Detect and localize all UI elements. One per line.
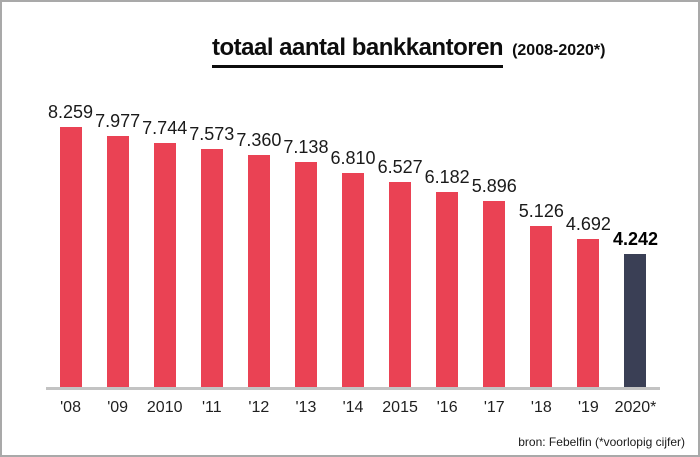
bar-column: 5.126 [518, 127, 565, 387]
bar [342, 172, 364, 387]
bar-column: 8.259 [47, 103, 94, 387]
bar-value-label: 7.360 [236, 130, 282, 151]
x-tick-label: '12 [248, 399, 270, 416]
bar-value-label: 8.259 [48, 102, 94, 122]
source-note: bron: Febelfin (*voorlopig cijfer) [518, 435, 685, 449]
bar [389, 181, 412, 387]
bar-column: 7.977 [94, 112, 141, 387]
bar-value-label: 7.744 [142, 118, 188, 139]
bar [106, 135, 129, 387]
bar-column: 6.182 [424, 127, 471, 387]
x-tick-label: '16 [436, 399, 458, 416]
bar [200, 148, 223, 387]
bar-value-label: 4.242 [612, 228, 658, 249]
bar-column: 5.896 [471, 127, 518, 387]
x-tick-label: '08 [60, 399, 81, 416]
bar [247, 155, 270, 387]
x-tick-label: 2015 [382, 399, 418, 416]
bar-value-label: 6.810 [330, 147, 376, 168]
x-tick-label: '13 [295, 399, 317, 416]
x-tick-label: '14 [342, 399, 364, 416]
bar-column: 7.573 [188, 123, 235, 387]
bar [294, 162, 317, 387]
x-tick-label: '19 [577, 399, 599, 416]
bar [577, 239, 600, 387]
plot-area: 8.259 7.977 7.744 7.573 7.360 7.138 6.810 6.527… [47, 103, 659, 387]
bar [59, 127, 82, 387]
x-tick-label: 2020* [614, 399, 657, 416]
bar-column: 7.360 [235, 127, 282, 387]
bar-value-label: 5.896 [471, 176, 517, 197]
bar [153, 143, 176, 387]
chart-title: totaal aantal bankkantoren (2008-2020*) [212, 34, 605, 68]
bar-value-label: 6.182 [424, 167, 470, 188]
x-tick-label: '11 [201, 399, 222, 416]
bar-value-label: 5.126 [518, 200, 564, 221]
bar-value-label: 7.138 [283, 137, 329, 158]
bar-column: 6.527 [377, 127, 424, 387]
bar-column: 4.242 [612, 127, 659, 387]
x-tick-label: '18 [530, 399, 552, 416]
bar-value-label: 7.573 [189, 123, 235, 144]
chart-title-range: (2008-2020*) [512, 42, 606, 59]
bar [436, 192, 459, 387]
bar-column: 7.138 [282, 127, 329, 387]
bar [483, 201, 506, 387]
bar-value-label: 7.977 [95, 110, 141, 131]
bar-column: 4.692 [565, 127, 612, 387]
x-tick-label: 2010 [146, 399, 183, 416]
bar [530, 225, 553, 387]
chart-title-text: totaal aantal bankkantoren [212, 34, 504, 68]
bar-column: 6.810 [329, 127, 376, 387]
bar-highlight [624, 253, 647, 387]
x-axis-line [46, 387, 660, 390]
bar-column: 7.744 [141, 119, 188, 387]
x-tick-label: '09 [107, 399, 129, 416]
bar-value-label: 4.692 [565, 214, 611, 235]
bar-value-label: 6.527 [377, 156, 423, 177]
x-tick-label: '17 [483, 399, 505, 416]
x-axis-labels: '08 '09 2010 '11 '12 '13 '14 2015 '16 '17 '18 '19 20… [47, 399, 659, 417]
